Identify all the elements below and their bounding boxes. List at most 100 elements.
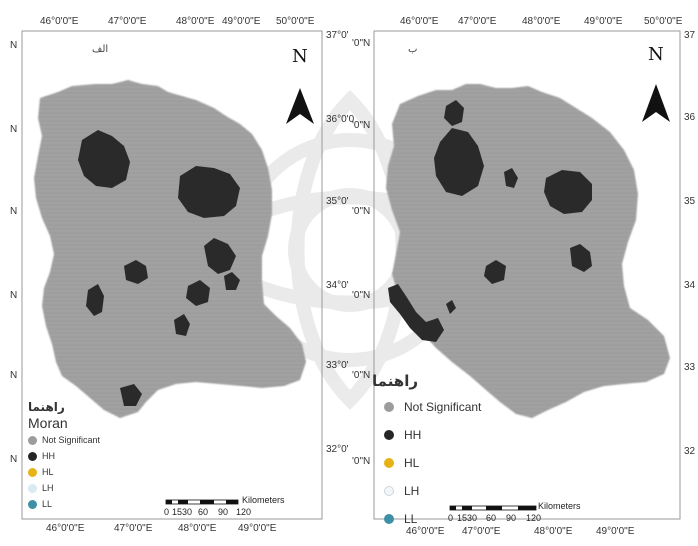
lh-swatch bbox=[384, 486, 394, 496]
right-legend-title-fa: راهنما bbox=[372, 372, 418, 390]
left-top-tick: 47°0'0"E bbox=[108, 16, 147, 27]
right-right-tick: 33 bbox=[684, 362, 696, 373]
right-hh-cluster bbox=[446, 300, 456, 314]
not-significant-swatch bbox=[28, 435, 37, 445]
right-right-tick: 35 bbox=[684, 196, 696, 207]
left-hh-cluster bbox=[224, 272, 240, 290]
right-bottom-tick: 48°0'0"E bbox=[534, 526, 573, 537]
left-region-not-significant bbox=[34, 80, 306, 418]
right-bottom-tick: 46°0'0"E bbox=[406, 526, 445, 537]
right-north-label: N bbox=[648, 44, 664, 65]
right-legend-item-hl: HL bbox=[384, 456, 481, 470]
right-scalebar-label: 120 bbox=[526, 513, 542, 523]
right-hh-clusters bbox=[388, 100, 592, 342]
right-legend-item-hh: HH bbox=[384, 428, 481, 442]
left-right-tick: 34°0' bbox=[326, 280, 349, 291]
right-right-tick: 32 bbox=[684, 446, 696, 457]
right-scalebar-label: 0 bbox=[448, 513, 454, 523]
right-hh-cluster bbox=[544, 170, 592, 214]
right-top-tick: 48°0'0"E bbox=[522, 16, 561, 27]
left-bottom-tick: 46°0'0"E bbox=[46, 523, 85, 534]
left-hh-cluster bbox=[186, 280, 210, 306]
right-side-tick: '0"N bbox=[352, 120, 371, 131]
left-scalebar-label: 0 bbox=[164, 507, 170, 517]
right-scalebar-label: 1530 bbox=[457, 513, 478, 523]
right-hh-cluster bbox=[434, 128, 484, 196]
left-map-frame bbox=[21, 30, 323, 520]
left-bottom-tick: 49°0'0"E bbox=[238, 523, 277, 534]
left-right-tick: 35°0' bbox=[326, 196, 349, 207]
left-legend: راهنما Moran Not Significant HH HL LH LL bbox=[28, 400, 100, 509]
left-scalebar-label: 1530 bbox=[172, 507, 193, 517]
left-hh-cluster bbox=[204, 238, 236, 274]
left-hh-cluster bbox=[124, 260, 148, 284]
right-scalebar-label: 60 bbox=[486, 513, 497, 523]
left-hh-clusters bbox=[78, 130, 240, 406]
left-side-tick: N bbox=[10, 206, 18, 217]
right-top-tick: 49°0'0"E bbox=[584, 16, 623, 27]
right-map bbox=[373, 30, 681, 520]
left-scalebar-label: 120 bbox=[236, 507, 252, 517]
right-north-arrow bbox=[642, 84, 670, 122]
right-right-tick: 34 bbox=[684, 280, 696, 291]
hh-swatch bbox=[384, 430, 394, 440]
left-side-tick: N bbox=[10, 370, 18, 381]
right-map-frame bbox=[373, 30, 681, 520]
lh-swatch bbox=[28, 483, 37, 493]
left-north-label: N bbox=[292, 46, 308, 67]
left-hh-cluster bbox=[120, 384, 142, 406]
left-top-tick: 50°0'0"E bbox=[276, 16, 315, 27]
right-bottom-tick: 47°0'0"E bbox=[462, 526, 501, 537]
left-scalebar-label: 60 bbox=[198, 507, 209, 517]
left-scalebar bbox=[165, 499, 239, 505]
right-side-tick: '0"N bbox=[352, 456, 371, 467]
right-legend: راهنما Not Significant HH HL LH LL bbox=[372, 372, 481, 526]
left-hh-cluster bbox=[174, 314, 190, 336]
left-side-tick: N bbox=[10, 40, 18, 51]
left-map-letter: الف bbox=[92, 44, 109, 55]
right-legend-item-lh: LH bbox=[384, 484, 481, 498]
right-bottom-tick: 49°0'0"E bbox=[596, 526, 635, 537]
right-hh-cluster bbox=[484, 260, 506, 284]
right-legend-item-ll: LL bbox=[384, 512, 481, 526]
ll-swatch bbox=[28, 499, 37, 509]
left-side-tick: N bbox=[10, 290, 18, 301]
left-map bbox=[21, 30, 323, 520]
left-legend-item-hh: HH bbox=[28, 451, 100, 461]
left-legend-label: HL bbox=[42, 467, 54, 477]
left-top-tick: 46°0'0"E bbox=[40, 16, 79, 27]
right-scalebar bbox=[449, 505, 537, 511]
right-top-tick: 50°0'0"E bbox=[644, 16, 683, 27]
left-hh-cluster bbox=[86, 284, 104, 316]
left-right-tick: 36°0'0 bbox=[326, 114, 355, 125]
right-hh-cluster bbox=[388, 284, 444, 342]
right-side-tick: '0"N bbox=[352, 38, 371, 49]
left-side-tick: N bbox=[10, 454, 18, 465]
left-legend-item-hl: HL bbox=[28, 467, 100, 477]
right-top-tick: 47°0'0"E bbox=[458, 16, 497, 27]
left-legend-label: LH bbox=[42, 483, 54, 493]
left-legend-title-fa: راهنما bbox=[28, 400, 65, 414]
right-legend-item-not-significant: Not Significant bbox=[384, 400, 481, 414]
right-legend-label: LL bbox=[404, 512, 418, 526]
right-right-tick: 37 bbox=[684, 30, 696, 41]
left-top-tick: 48°0'0"E bbox=[176, 16, 215, 27]
left-scalebar-label: 90 bbox=[218, 507, 229, 517]
right-region-not-significant bbox=[386, 84, 670, 418]
left-legend-item-ll: LL bbox=[28, 499, 100, 509]
left-side-tick: N bbox=[10, 124, 18, 135]
hh-swatch bbox=[28, 451, 37, 461]
right-hh-cluster bbox=[570, 244, 592, 272]
right-hh-cluster bbox=[444, 100, 464, 126]
right-side-tick: '0"N bbox=[352, 370, 371, 381]
left-bottom-tick: 47°0'0"E bbox=[114, 523, 153, 534]
right-hh-cluster bbox=[504, 168, 518, 188]
left-top-tick: 49°0'0"E bbox=[222, 16, 261, 27]
left-legend-label: LL bbox=[42, 499, 53, 509]
right-legend-label: LH bbox=[404, 484, 420, 498]
right-top-tick: 46°0'0"E bbox=[400, 16, 439, 27]
ll-swatch bbox=[384, 514, 394, 524]
right-right-tick: 36 bbox=[684, 112, 696, 123]
